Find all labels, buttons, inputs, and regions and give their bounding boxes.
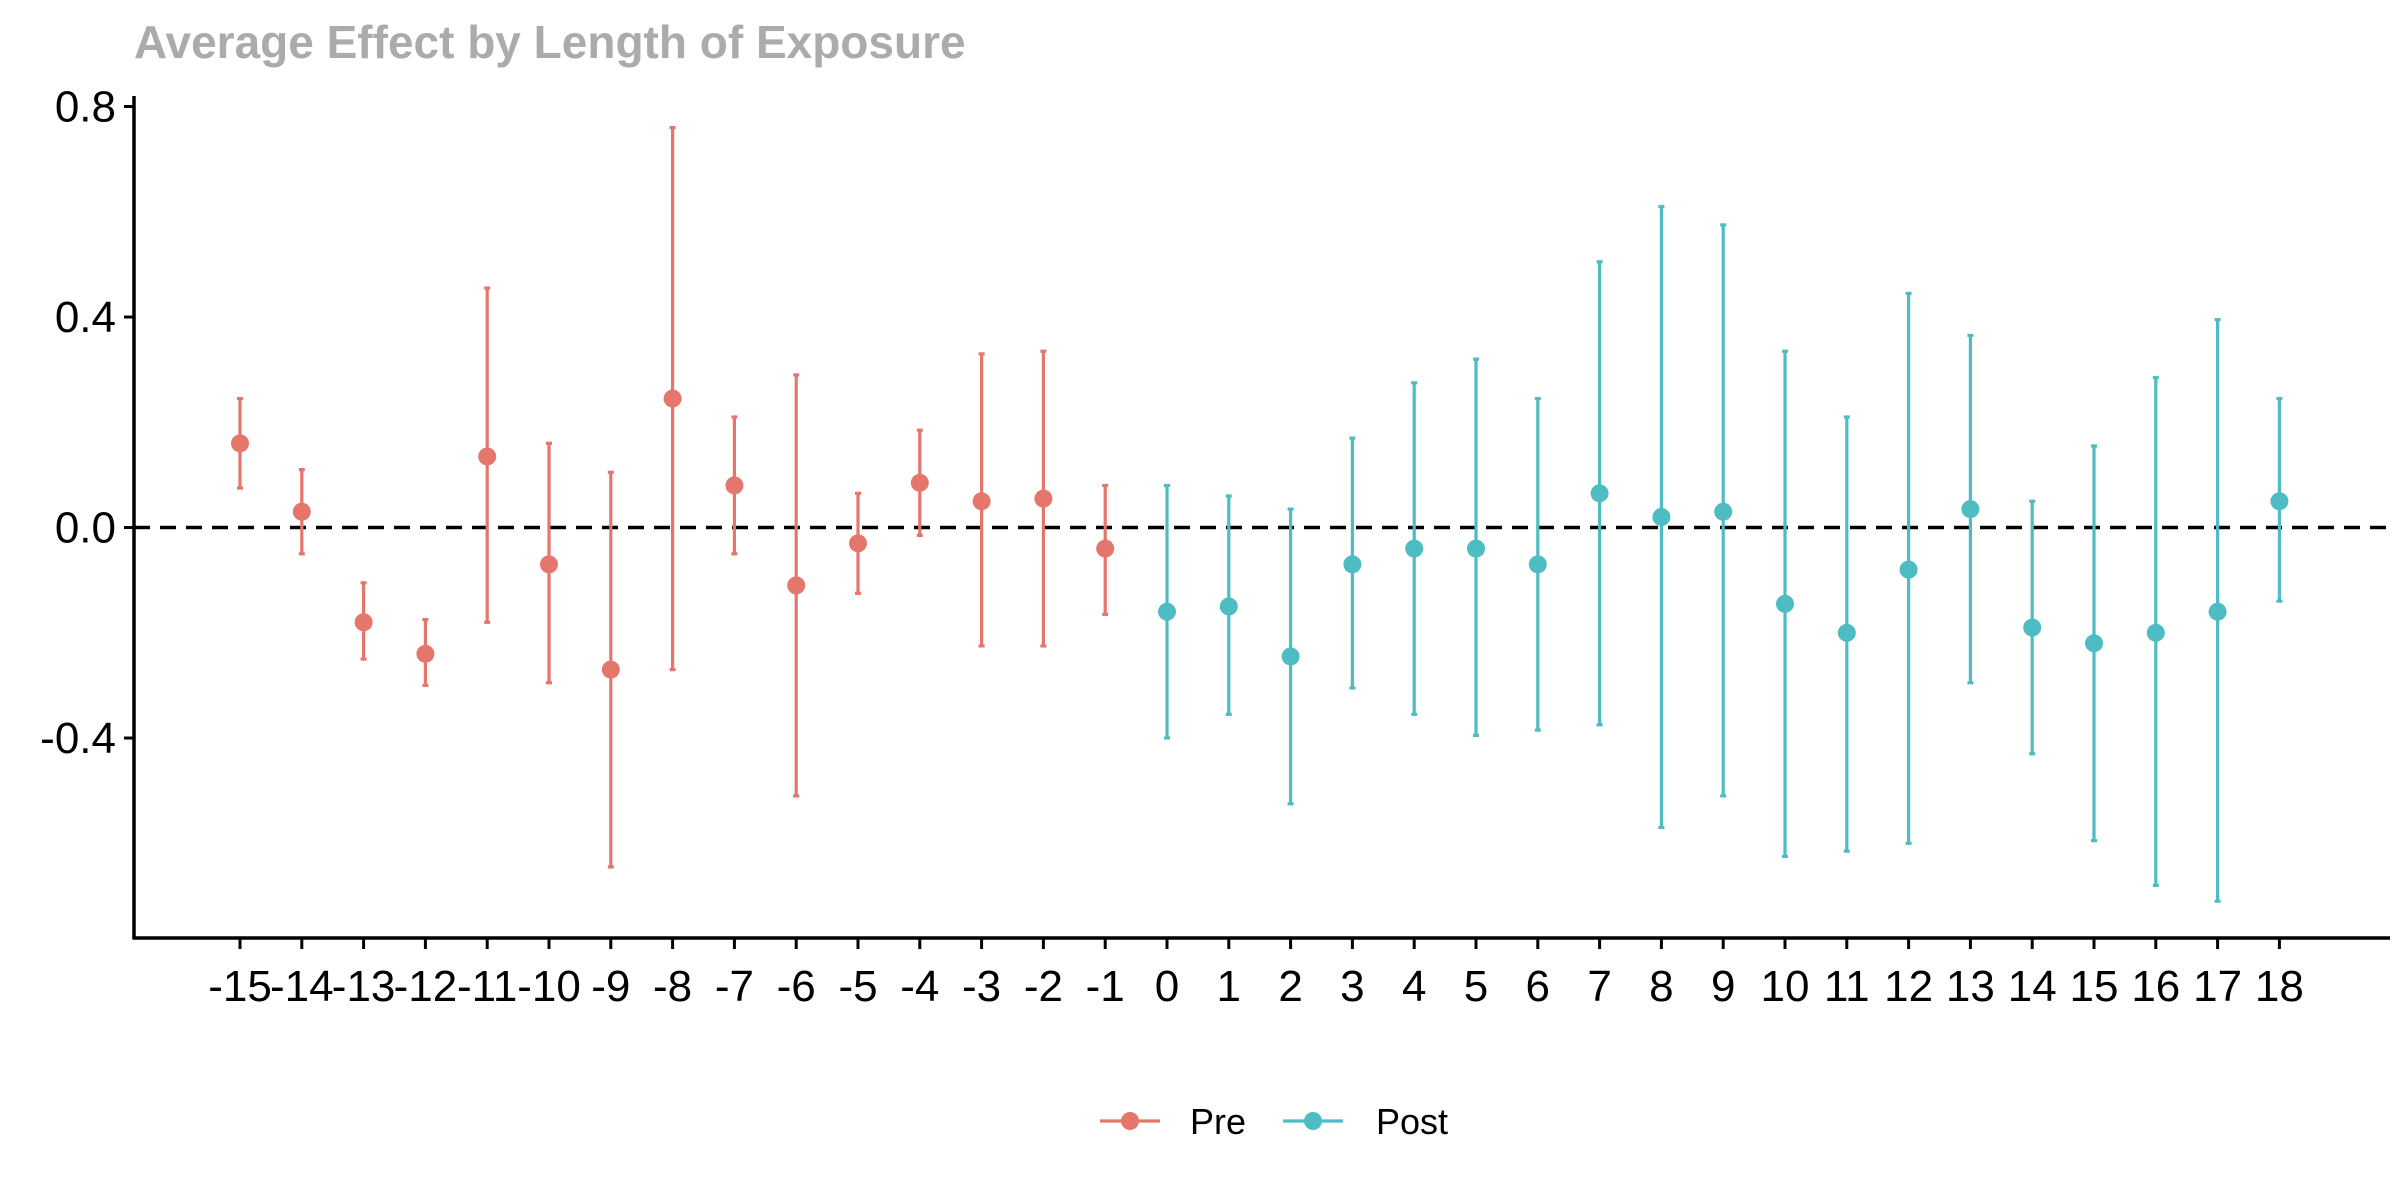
x-tick-label: 14 [2008, 962, 2057, 1011]
data-point [1219, 597, 1238, 616]
series-pre [231, 125, 1115, 869]
data-point [1405, 539, 1424, 558]
x-tick-label: -6 [777, 962, 816, 1011]
data-point [231, 434, 249, 453]
data-point [1343, 555, 1362, 574]
x-tick-label: -2 [1024, 962, 1063, 1011]
y-tick-label: 0.8 [55, 83, 116, 132]
x-tick-label: -3 [962, 962, 1001, 1011]
data-point [1961, 500, 1980, 519]
data-point [725, 476, 744, 495]
chart-title: Average Effect by Length of Exposure [134, 16, 966, 68]
data-point [2208, 602, 2227, 621]
x-tick-label: 11 [1824, 962, 1870, 1011]
x-tick-label: 10 [1761, 962, 1810, 1011]
data-point [1467, 539, 1485, 558]
data-point [1158, 602, 1176, 621]
x-tick-label: 12 [1884, 962, 1933, 1011]
data-point [910, 473, 929, 492]
data-point [2146, 623, 2165, 642]
data-point [1590, 484, 1609, 503]
x-tick-label: 5 [1464, 962, 1488, 1011]
x-tick-label: -5 [838, 962, 877, 1011]
legend-key-point [1304, 1112, 1322, 1130]
data-point [1096, 539, 1115, 558]
x-tick-label: 0 [1155, 962, 1179, 1011]
data-point [787, 576, 806, 595]
data-point [292, 502, 311, 521]
data-point [2023, 618, 2042, 637]
x-tick-label: -11 [457, 962, 517, 1011]
legend: Pre Post [1100, 1101, 1448, 1142]
data-point [1652, 508, 1671, 526]
x-tick-label: 13 [1946, 962, 1995, 1011]
x-tick-label: 3 [1340, 962, 1364, 1011]
x-tick-label: -12 [394, 962, 458, 1011]
x-tick-label: -10 [517, 962, 581, 1011]
x-tick-label: 6 [1526, 962, 1550, 1011]
x-tick-label: -4 [900, 962, 939, 1011]
data-point [972, 492, 991, 511]
x-tick-label: 9 [1711, 962, 1735, 1011]
data-point [1714, 502, 1733, 521]
x-tick-label: -1 [1086, 962, 1125, 1011]
x-tick-label: 8 [1649, 962, 1673, 1011]
axes: 0.80.40.0-0.4-15-14-13-12 -11 -10 -9 -8 -7 -6-… [40, 83, 2390, 1011]
data-point [1528, 555, 1547, 574]
x-tick-label: 17 [2193, 962, 2242, 1011]
x-tick-label: 15 [2070, 962, 2119, 1011]
legend-label: Post [1376, 1101, 1448, 1142]
plot-area [134, 125, 2390, 903]
x-tick-label: -7 [715, 962, 754, 1011]
y-tick-label: 0.0 [55, 504, 116, 553]
data-point [354, 613, 373, 632]
data-point [540, 555, 558, 574]
data-point [1837, 623, 1856, 642]
x-tick-label: -15 [208, 962, 272, 1011]
data-point [1776, 594, 1794, 613]
data-point [1281, 647, 1300, 666]
x-tick-label: -8 [653, 962, 692, 1011]
data-point [2085, 634, 2103, 653]
legend-key-point [1121, 1112, 1139, 1130]
x-tick-label: -9 [591, 962, 630, 1011]
x-tick-label: 4 [1402, 962, 1426, 1011]
y-tick-label: 0.4 [55, 293, 116, 342]
data-point [663, 389, 682, 408]
data-point [849, 534, 867, 553]
data-point [478, 447, 497, 466]
legend-item-pre: Pre [1100, 1101, 1246, 1142]
data-point [601, 660, 620, 679]
x-tick-label: 18 [2255, 962, 2304, 1011]
y-tick-label: -0.4 [40, 714, 116, 763]
series-post [1158, 204, 2289, 903]
legend-label: Pre [1190, 1101, 1246, 1142]
x-tick-label: 2 [1278, 962, 1302, 1011]
x-tick-label: 7 [1587, 962, 1611, 1011]
data-point [2270, 492, 2289, 511]
x-tick-label: -13 [332, 962, 396, 1011]
x-tick-label: -14 [270, 962, 334, 1011]
data-point [1034, 489, 1053, 508]
data-point [416, 644, 435, 663]
legend-item-post: Post [1283, 1101, 1448, 1142]
x-tick-label: 1 [1217, 962, 1241, 1011]
data-point [1899, 560, 1918, 579]
x-tick-label: 16 [2131, 962, 2180, 1011]
